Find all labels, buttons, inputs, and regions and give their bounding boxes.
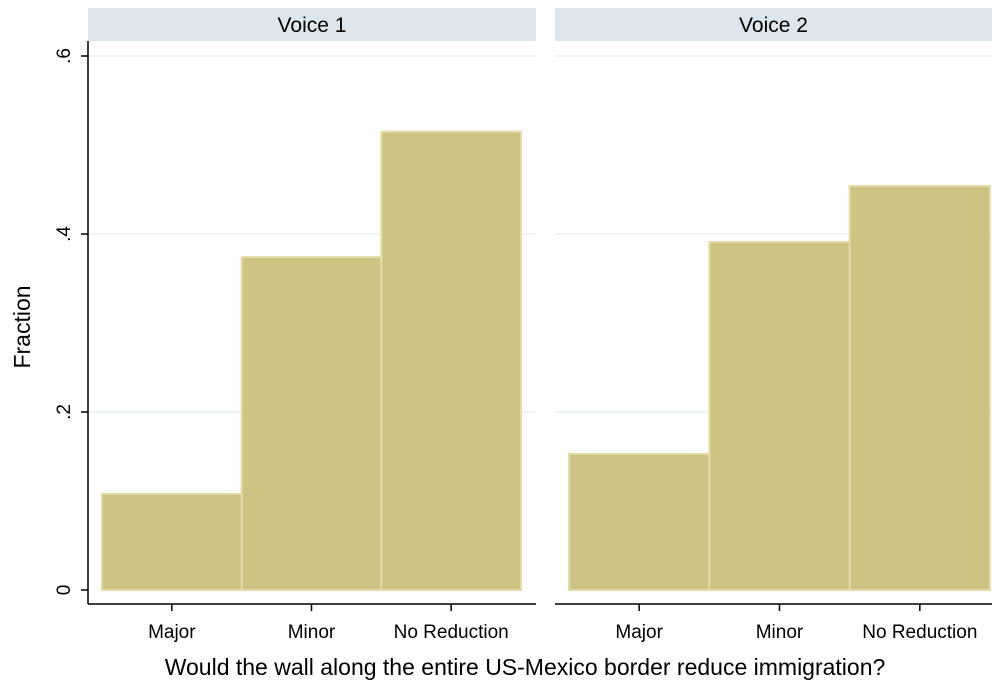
panel-header [88, 8, 536, 41]
bar-major [568, 452, 711, 591]
x-tick-label: No Reduction [394, 622, 509, 643]
panel-1: Voice 1 Major Minor No Reduction 0 .2 .4 .6 [54, 8, 536, 643]
x-tick-label: Major [148, 622, 196, 643]
bar-no-reduction [848, 184, 992, 591]
panel-title: Voice 2 [739, 14, 808, 37]
panel-header [555, 8, 992, 41]
bar-minor [240, 256, 383, 591]
y-axis-title: Fraction [9, 285, 35, 368]
bar-no-reduction [380, 130, 523, 591]
x-tick-label: Minor [756, 622, 804, 643]
x-tick-label: Minor [288, 622, 336, 643]
y-tick-label: .4 [54, 226, 75, 242]
panel-2: Voice 2 Major Minor No Reduction [555, 8, 992, 643]
bar-major [101, 492, 243, 592]
x-axis-title: Would the wall along the entire US-Mexic… [165, 654, 886, 680]
x-tick-label: Major [615, 622, 663, 643]
y-tick-label: 0 [54, 585, 75, 596]
panel-title: Voice 1 [278, 14, 347, 37]
y-tick-label: .2 [54, 404, 75, 420]
x-tick-label: No Reduction [862, 622, 977, 643]
bar-minor [708, 241, 851, 591]
y-tick-label: .6 [54, 48, 75, 64]
